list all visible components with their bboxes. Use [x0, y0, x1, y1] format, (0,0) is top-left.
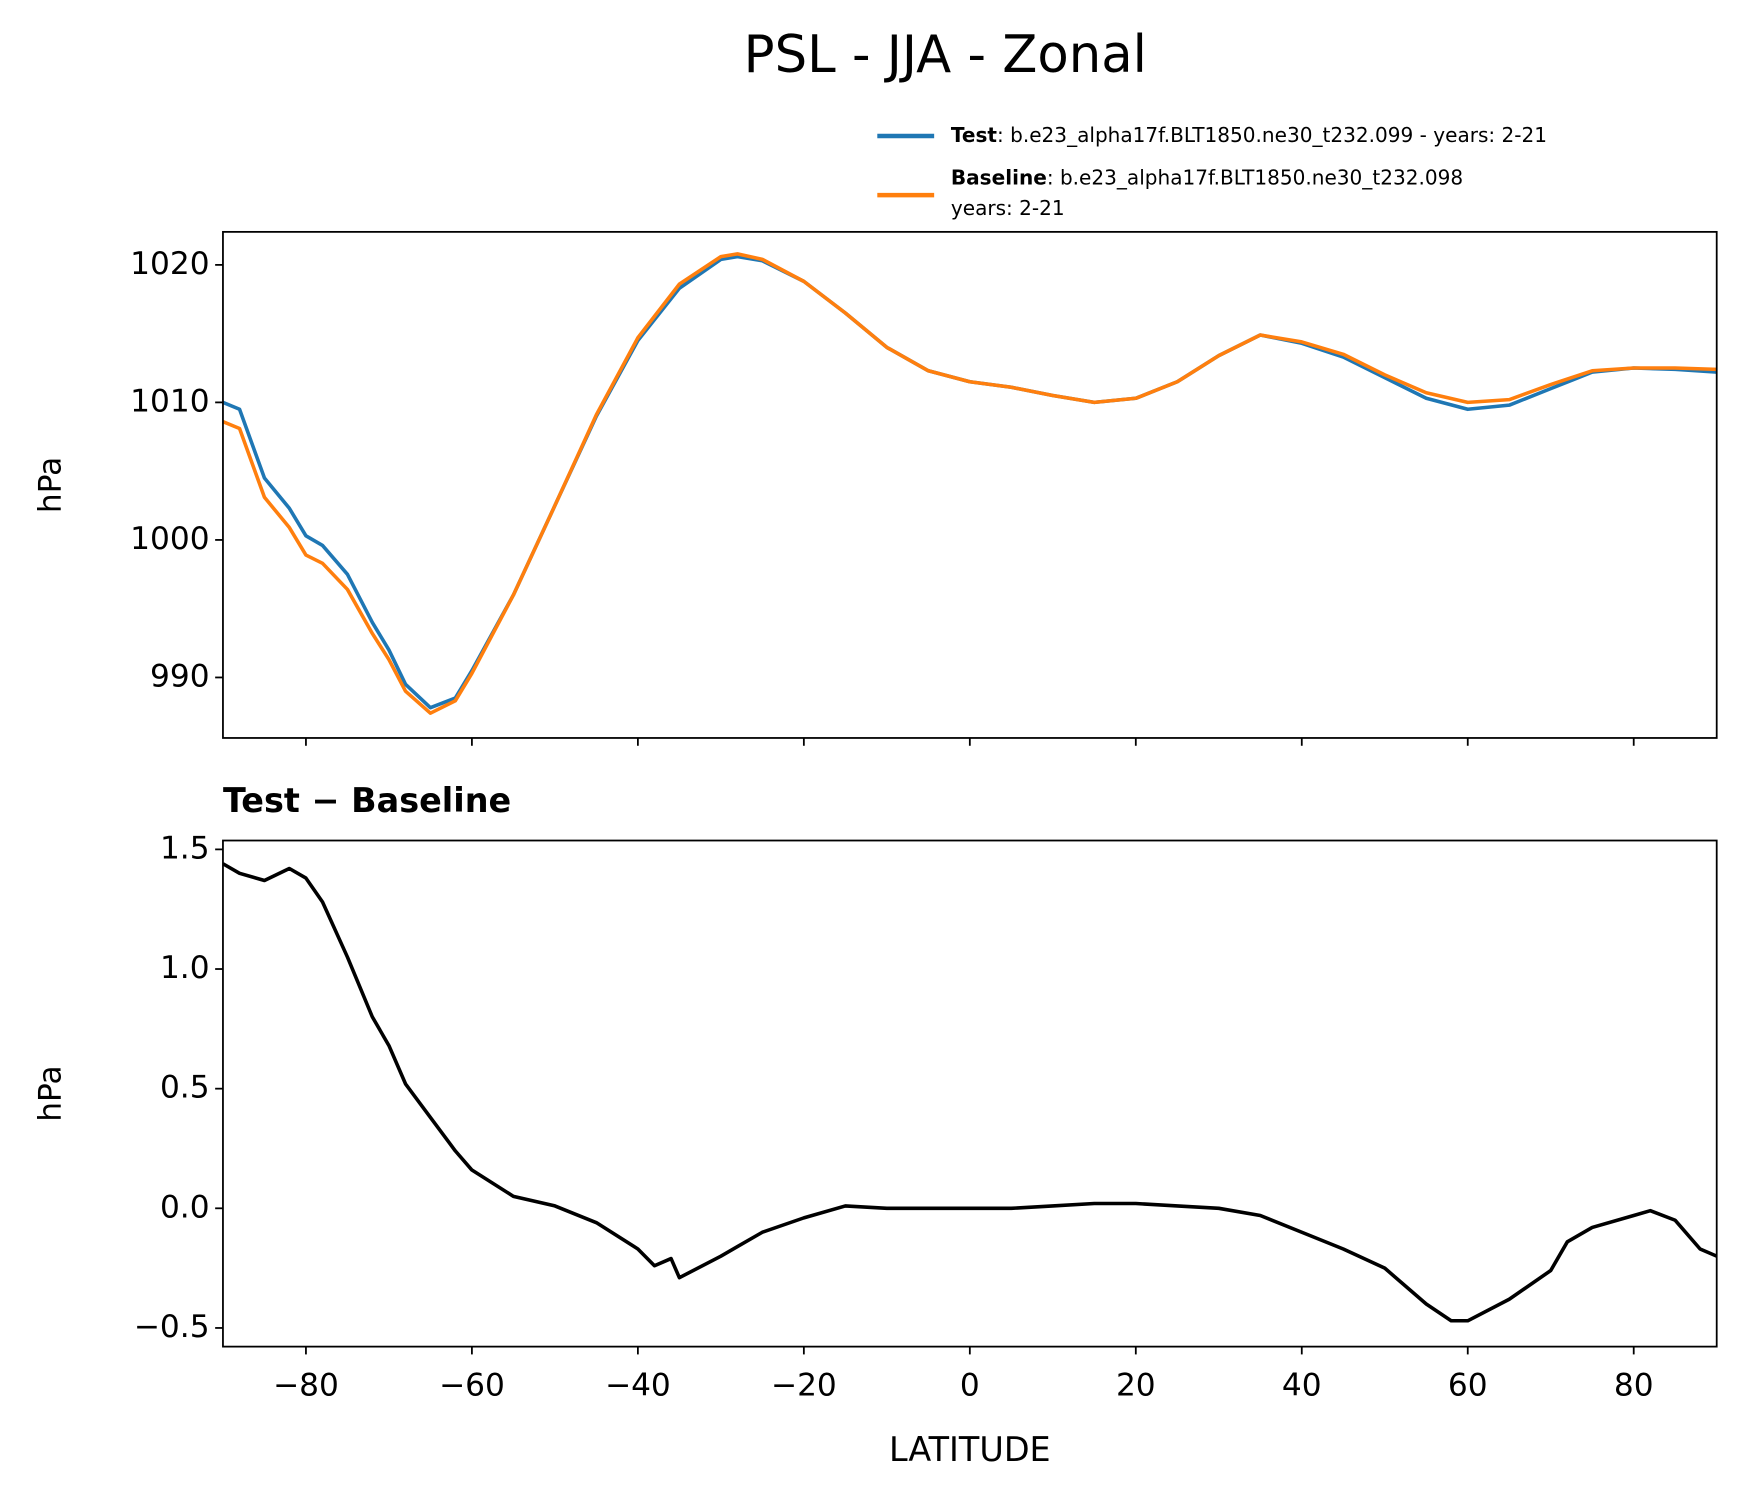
data-line — [222, 254, 1717, 710]
x-tick-label: 0 — [960, 1368, 980, 1404]
subplot-title: Test − Baseline — [223, 781, 511, 820]
x-tick-label: 40 — [1282, 1368, 1322, 1404]
data-line — [222, 252, 1717, 715]
y-axis-label: hPa — [32, 457, 68, 513]
y-tick-label: 0.0 — [160, 1189, 210, 1225]
axes-frame — [222, 230, 1718, 739]
y-tick-label: −0.5 — [134, 1309, 210, 1345]
legend-label: Test: b.e23_alpha17f.BLT1850.ne30_t232.0… — [951, 123, 1547, 147]
x-axis-label: LATITUDE — [889, 1430, 1051, 1469]
legend-description: years: 2-21 — [951, 196, 1065, 220]
x-tick-label: 20 — [1116, 1368, 1156, 1404]
y-tick-label: 1020 — [130, 246, 209, 282]
legend-name: Baseline — [951, 165, 1047, 189]
legend-label: Baseline: b.e23_alpha17f.BLT1850.ne30_t2… — [951, 165, 1463, 189]
legend-name: Test — [951, 123, 998, 147]
legend-description: : b.e23_alpha17f.BLT1850.ne30_t232.098 — [1047, 165, 1463, 189]
y-tick-label: 1.0 — [160, 950, 210, 986]
y-tick-label: 0.5 — [160, 1070, 210, 1106]
y-tick-label: 1.5 — [160, 830, 210, 866]
axes-frame — [222, 839, 1718, 1348]
x-tick-label: 60 — [1448, 1368, 1488, 1404]
chart-title: PSL - JJA - Zonal — [744, 25, 1147, 85]
y-tick-label: 990 — [150, 658, 210, 694]
y-tick-label: 1000 — [130, 521, 209, 557]
y-axis-label: hPa — [32, 1065, 68, 1121]
y-tick-label: 1010 — [130, 383, 209, 419]
x-tick-label: −40 — [605, 1368, 671, 1404]
x-tick-label: −60 — [439, 1368, 505, 1404]
x-tick-label: 80 — [1614, 1368, 1654, 1404]
x-tick-label: −80 — [273, 1368, 339, 1404]
x-tick-label: −20 — [771, 1368, 837, 1404]
legend-description: : b.e23_alpha17f.BLT1850.ne30_t232.099 -… — [997, 123, 1547, 147]
data-line — [222, 862, 1717, 1323]
